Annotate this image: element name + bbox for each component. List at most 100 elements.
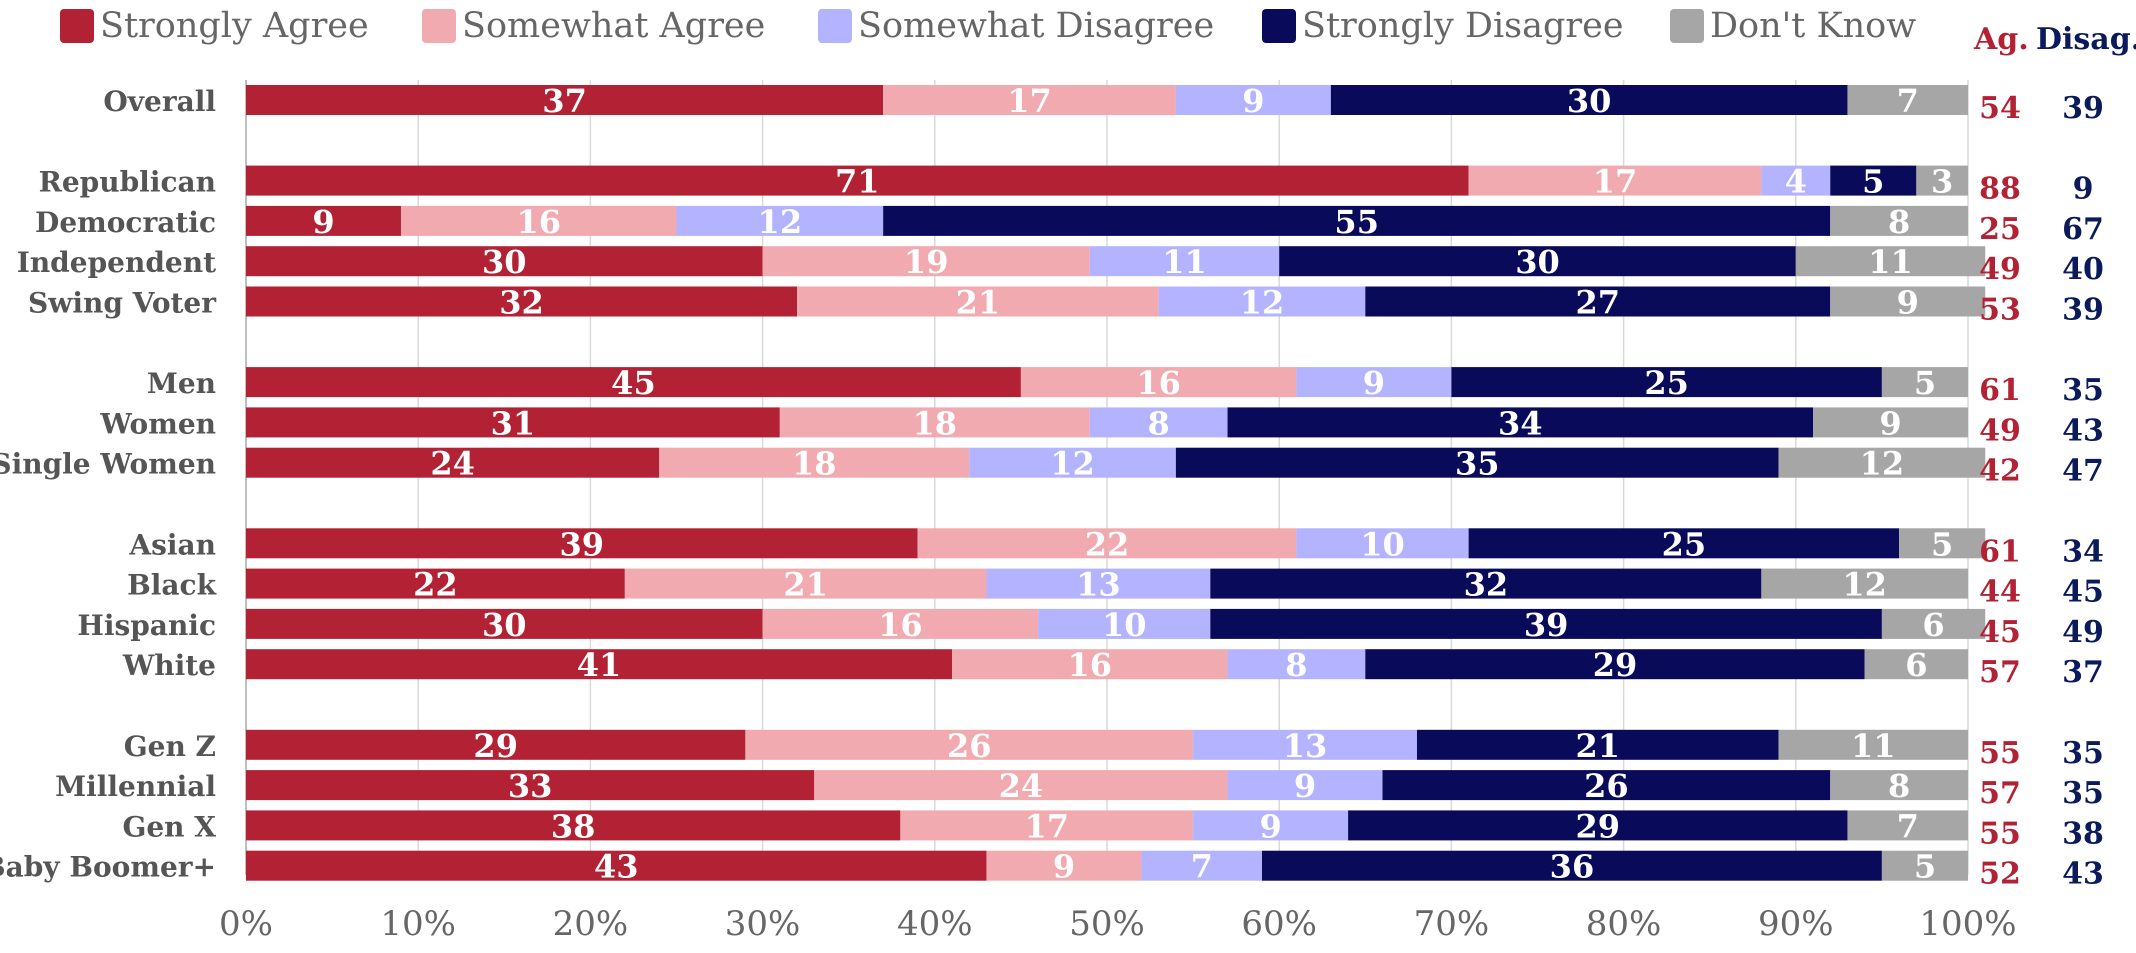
bar-value-label: 9	[1053, 848, 1075, 886]
bar-value-label: 18	[913, 404, 958, 442]
bar-segment-strongly-disagree	[1227, 407, 1814, 438]
bar-segment-somewhat-disagree	[1193, 810, 1349, 841]
disagree-column-header: Disag.	[2036, 22, 2136, 57]
row-label: Overall	[103, 85, 216, 118]
legend-label-strongly-disagree: Strongly Disagree	[1302, 6, 1624, 46]
bar-value-label: 21	[1576, 727, 1621, 765]
bar-segment-somewhat-disagree	[1141, 850, 1262, 881]
bar-segment-strongly-agree	[246, 608, 763, 639]
bar-value-label: 34	[1498, 404, 1543, 442]
bar-value-label: 12	[1842, 566, 1887, 604]
legend-swatch-somewhat-disagree	[818, 9, 852, 43]
bar-value-label: 12	[1860, 445, 1905, 483]
bar-segment-strongly-disagree	[1451, 367, 1882, 398]
bar-segment-somewhat-disagree	[1089, 246, 1280, 277]
bar-segment-strongly-agree	[246, 407, 780, 438]
disagree-total-value: 35	[2062, 736, 2104, 771]
bar-segment-somewhat-disagree	[986, 568, 1211, 599]
bar-value-label: 7	[1897, 82, 1919, 120]
agree-column-header: Ag.	[1974, 22, 2029, 57]
bar-value-label: 16	[1136, 364, 1181, 402]
bar-value-label: 25	[1662, 525, 1707, 563]
bar-value-label: 37	[542, 82, 587, 120]
bar-value-label: 8	[1888, 767, 1910, 805]
bar-segment-somewhat-agree	[779, 407, 1090, 438]
bar-segment-strongly-disagree	[1210, 568, 1762, 599]
bar-segment-somewhat-disagree	[1761, 165, 1831, 196]
bar-segment-strongly-agree	[246, 286, 798, 317]
bar-segment-somewhat-agree	[986, 850, 1142, 881]
bar-value-label: 6	[1922, 606, 1944, 644]
bar-segment-somewhat-agree	[762, 608, 1039, 639]
agree-total-value: 54	[1979, 91, 2021, 126]
disagree-total-value: 49	[2062, 615, 2104, 650]
bar-value-label: 9	[312, 203, 334, 241]
bar-segment-strongly-agree	[246, 367, 1021, 398]
bar-value-label: 9	[1259, 807, 1281, 845]
bar-value-label: 26	[947, 727, 992, 765]
bar-value-label: 9	[1363, 364, 1385, 402]
row-label: Women	[99, 407, 216, 440]
disagree-total-value: 43	[2062, 413, 2104, 448]
disagree-total-value: 9	[2073, 172, 2094, 207]
bar-segment-strongly-disagree	[1175, 447, 1779, 478]
bar-segment-strongly-agree	[246, 850, 987, 881]
agree-total-value: 57	[1979, 776, 2021, 811]
row-label: Swing Voter	[28, 287, 217, 320]
row-label: Independent	[17, 246, 216, 279]
bar-segment-somewhat-agree	[624, 568, 987, 599]
legend-label-strongly-agree: Strongly Agree	[100, 6, 369, 46]
bar-value-label: 30	[1515, 243, 1560, 281]
disagree-total-value: 47	[2062, 454, 2104, 489]
disagree-total-value: 43	[2062, 857, 2104, 892]
bar-value-label: 16	[1068, 646, 1113, 684]
bar-value-label: 55	[1334, 203, 1379, 241]
agree-total-value: 61	[1979, 534, 2021, 569]
bar-segment-strongly-agree	[246, 649, 953, 680]
bar-value-label: 24	[430, 445, 475, 483]
agree-total-value: 44	[1979, 575, 2021, 610]
bar-value-label: 24	[999, 767, 1044, 805]
x-tick-label: 20%	[553, 904, 629, 944]
agree-total-value: 49	[1979, 252, 2021, 287]
disagree-total-value: 40	[2062, 252, 2104, 287]
bar-value-label: 9	[1242, 82, 1264, 120]
row-label: Millennial	[55, 770, 216, 803]
legend-label-somewhat-agree: Somewhat Agree	[462, 6, 766, 46]
row-label: Gen X	[122, 810, 216, 843]
bar-segment-somewhat-agree	[762, 246, 1090, 277]
bar-value-label: 27	[1576, 284, 1621, 322]
bar-segment-dont-know	[1830, 286, 1986, 317]
bar-segment-strongly-agree	[246, 165, 1469, 196]
bar-value-label: 39	[560, 525, 605, 563]
bar-value-label: 25	[1644, 364, 1689, 402]
bar-segment-somewhat-agree	[400, 205, 677, 236]
bar-segment-strongly-disagree	[1210, 608, 1882, 639]
bar-value-label: 39	[1524, 606, 1569, 644]
legend-swatch-dont-know	[1670, 9, 1704, 43]
bar-segment-strongly-agree	[246, 246, 763, 277]
bar-segment-strongly-agree	[246, 810, 901, 841]
agree-total-value: 61	[1979, 373, 2021, 408]
bar-value-label: 30	[482, 243, 527, 281]
bar-segment-strongly-disagree	[1279, 246, 1796, 277]
bar-segment-dont-know	[1778, 729, 1968, 760]
bar-segment-dont-know	[1761, 568, 1968, 599]
bar-value-label: 36	[1550, 848, 1595, 886]
bar-segment-strongly-disagree	[1365, 649, 1865, 680]
disagree-total-value: 39	[2062, 91, 2104, 126]
bar-segment-strongly-disagree	[1365, 286, 1831, 317]
bar-segment-dont-know	[1899, 528, 1986, 559]
legend-swatch-somewhat-agree	[422, 9, 456, 43]
legend-swatch-strongly-disagree	[1262, 9, 1296, 43]
bar-value-label: 45	[611, 364, 656, 402]
chart-legend: Strongly Agree Somewhat Agree Somewhat D…	[0, 0, 2136, 56]
bar-segment-somewhat-disagree	[1158, 286, 1366, 317]
bar-value-label: 12	[758, 203, 803, 241]
x-tick-label: 90%	[1758, 904, 1834, 944]
row-label: Baby Boomer+	[0, 851, 216, 884]
bar-segment-dont-know	[1795, 246, 1986, 277]
bar-segment-strongly-disagree	[1382, 770, 1831, 801]
bar-value-label: 12	[1240, 284, 1285, 322]
